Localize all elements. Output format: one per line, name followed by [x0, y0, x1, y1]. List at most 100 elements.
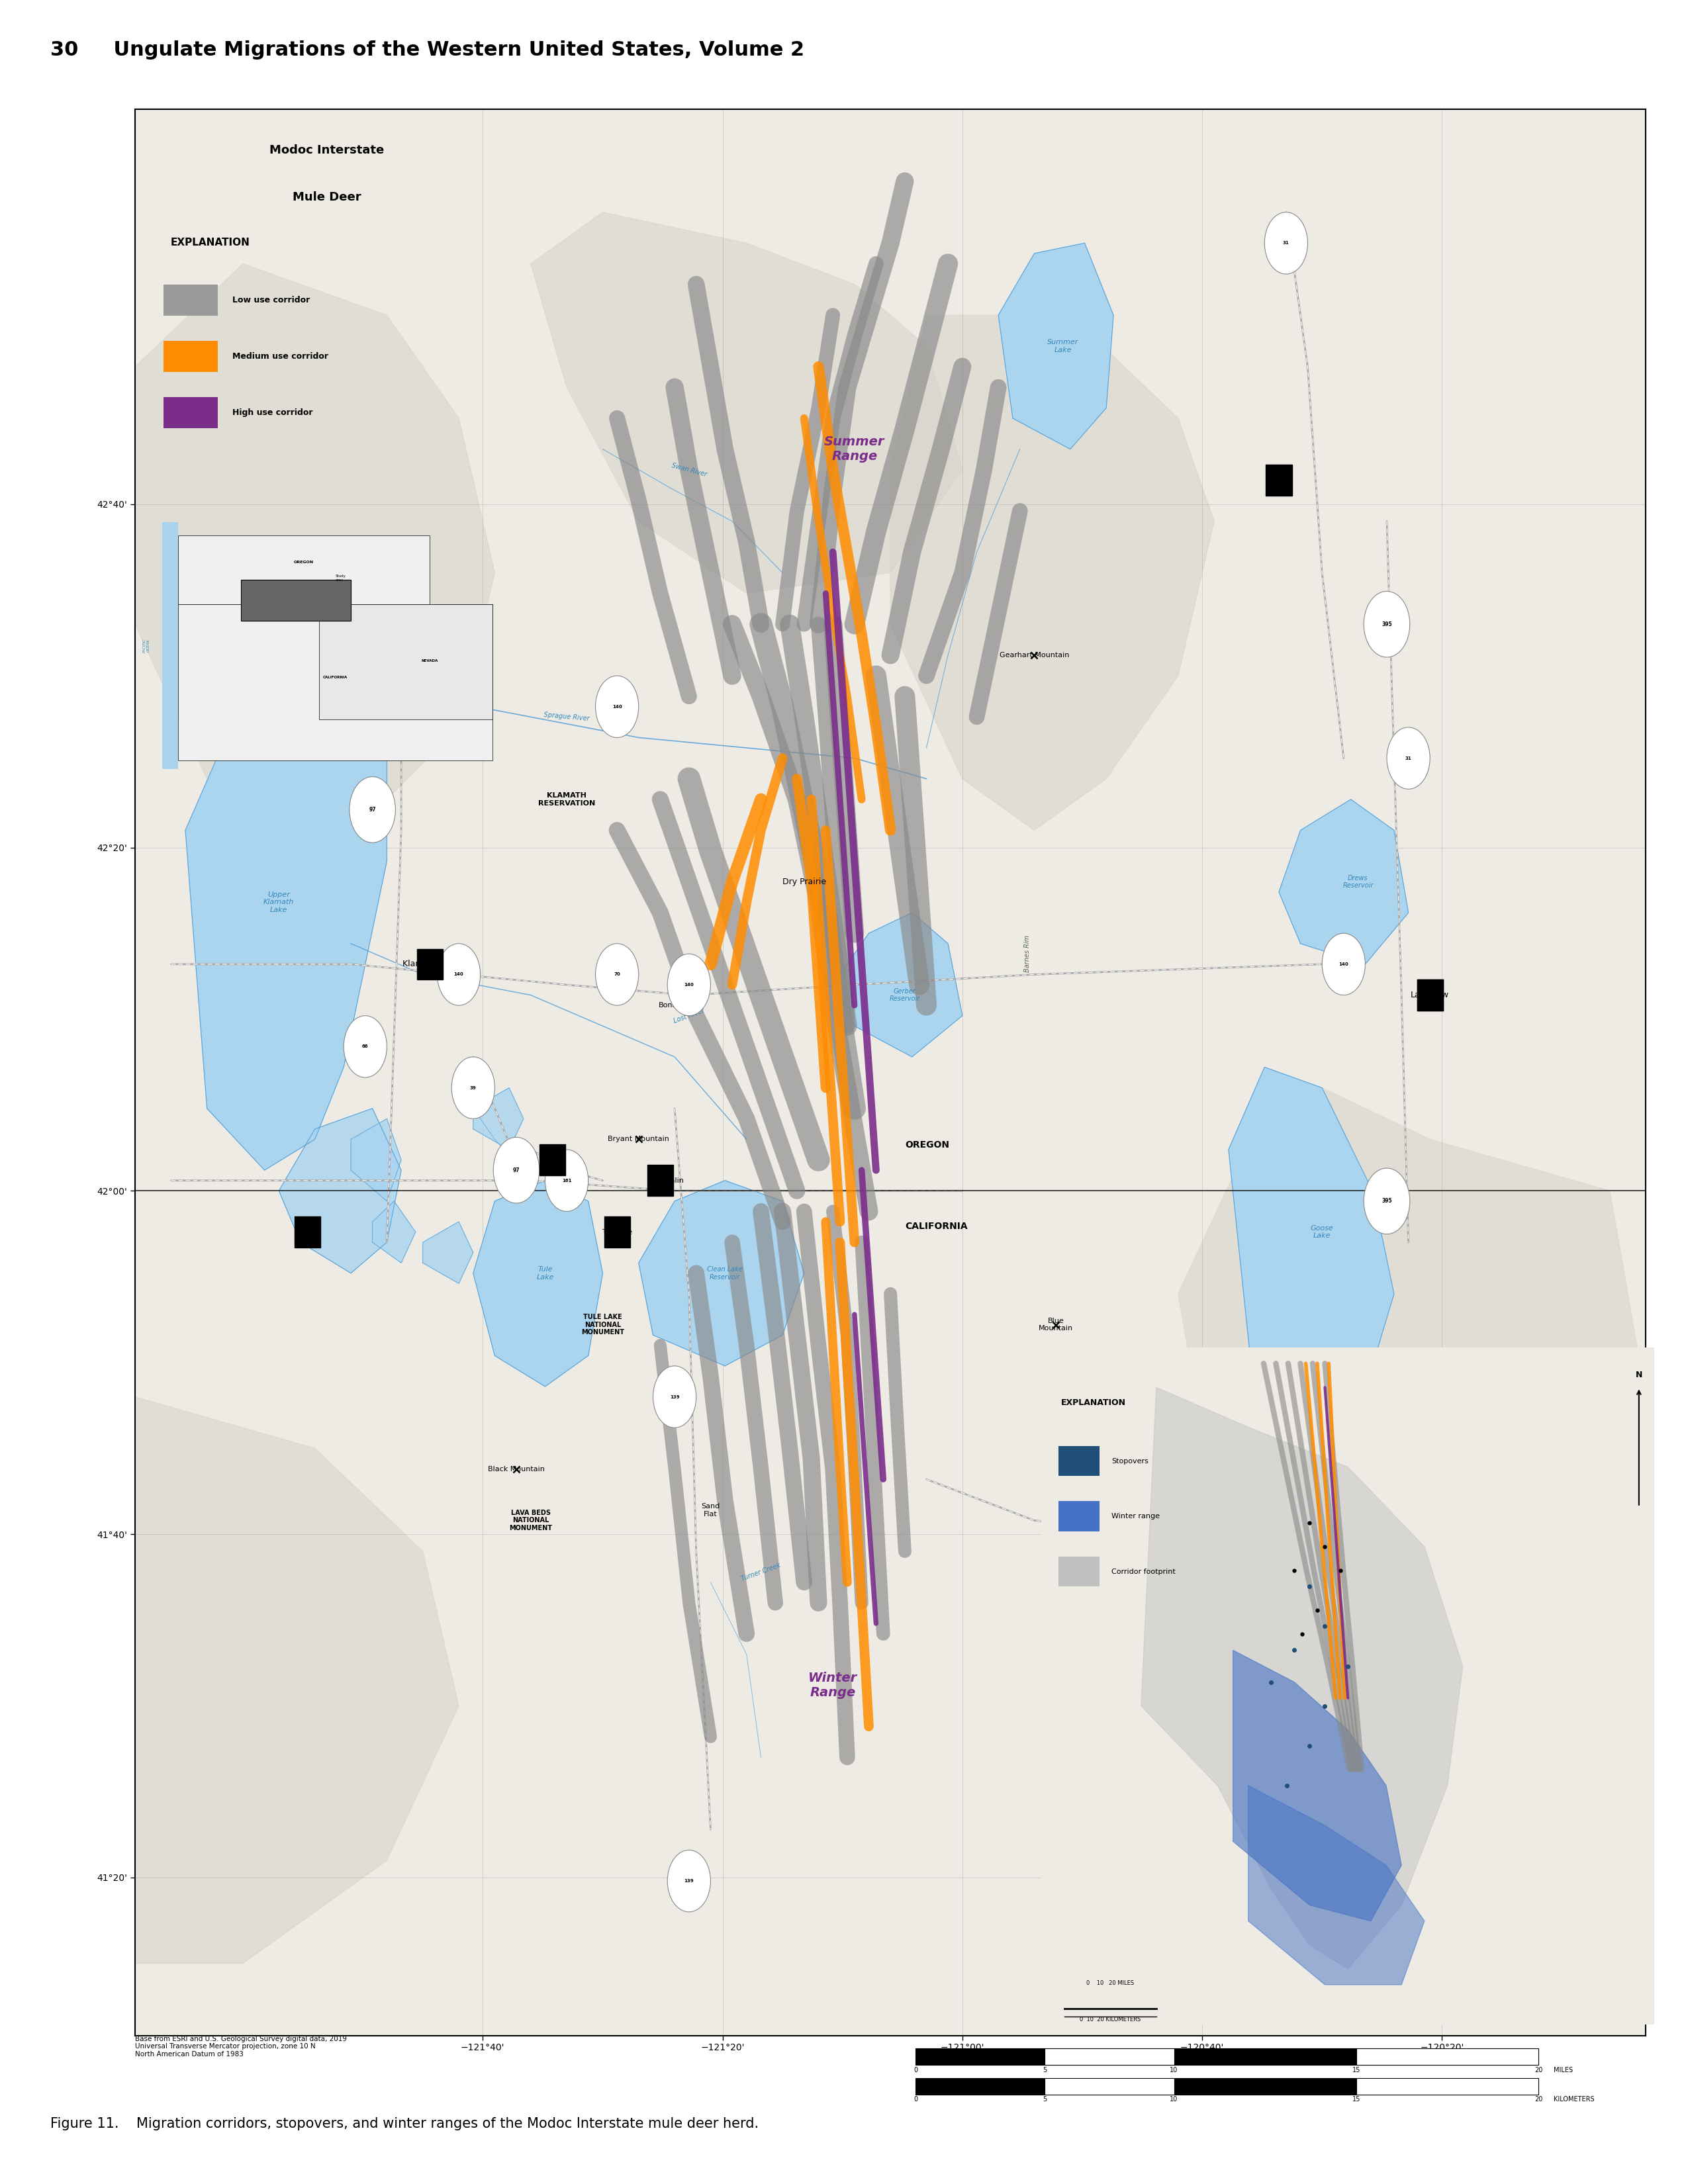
- Text: Dorris: Dorris: [295, 1227, 321, 1236]
- Text: XL RANCH
RANCHERIA: XL RANCH RANCHERIA: [1107, 1492, 1150, 1507]
- Text: Turner Creek: Turner Creek: [741, 1562, 782, 1581]
- Text: 0    10   20 MILES: 0 10 20 MILES: [1087, 1981, 1134, 1985]
- FancyBboxPatch shape: [164, 341, 218, 371]
- Text: OREGON: OREGON: [294, 561, 314, 563]
- Polygon shape: [998, 242, 1114, 450]
- Bar: [1045, 2079, 1175, 2094]
- Text: Modoc Interstate: Modoc Interstate: [270, 144, 383, 157]
- Polygon shape: [891, 314, 1214, 830]
- Bar: [1357, 2049, 1539, 2066]
- Polygon shape: [832, 913, 962, 1057]
- Text: MILES: MILES: [1553, 2066, 1573, 2073]
- Text: 20: 20: [1534, 2097, 1543, 2103]
- Bar: [295, 1216, 321, 1247]
- Bar: [915, 2049, 1045, 2066]
- Polygon shape: [279, 1109, 402, 1273]
- Text: EXPLANATION: EXPLANATION: [170, 238, 250, 247]
- Polygon shape: [1249, 1787, 1425, 1985]
- Polygon shape: [1232, 1651, 1401, 1922]
- Polygon shape: [530, 212, 962, 594]
- Text: 395: 395: [1382, 1199, 1393, 1203]
- Text: N: N: [1636, 1372, 1642, 1380]
- Text: Bonanza: Bonanza: [658, 1002, 690, 1009]
- Polygon shape: [1178, 1088, 1646, 1706]
- Circle shape: [596, 675, 638, 738]
- Text: 31: 31: [1283, 240, 1290, 245]
- Text: 0: 0: [913, 2097, 918, 2103]
- Text: Lakeview: Lakeview: [1411, 992, 1450, 1000]
- Text: CALIFORNIA: CALIFORNIA: [322, 675, 348, 679]
- Polygon shape: [473, 1182, 603, 1387]
- Bar: [241, 579, 351, 620]
- Text: Merrill: Merrill: [540, 1155, 565, 1164]
- Text: Sand
Flat: Sand Flat: [701, 1503, 719, 1518]
- Text: Klamath Falls: Klamath Falls: [402, 961, 457, 968]
- Text: 39: 39: [469, 1085, 476, 1090]
- Text: 140: 140: [454, 972, 464, 976]
- Text: Mule Deer: Mule Deer: [292, 190, 361, 203]
- Text: Upper
Klamath
Lake: Upper Klamath Lake: [263, 891, 294, 913]
- Circle shape: [667, 1850, 711, 1911]
- Text: Gerber
Reservoir: Gerber Reservoir: [890, 987, 920, 1002]
- Text: 139: 139: [670, 1396, 680, 1398]
- Text: Tulelake: Tulelake: [603, 1230, 631, 1236]
- Text: Summer
Lake: Summer Lake: [1047, 339, 1079, 354]
- Circle shape: [596, 943, 638, 1005]
- Text: Barnes Rim: Barnes Rim: [1025, 935, 1030, 972]
- Polygon shape: [135, 264, 495, 830]
- Text: 139: 139: [684, 1878, 694, 1883]
- Text: 0  10  20 KILOMETERS: 0 10 20 KILOMETERS: [1080, 2016, 1141, 2022]
- Polygon shape: [373, 1201, 415, 1262]
- Text: 15: 15: [1352, 2097, 1361, 2103]
- Text: OREGON: OREGON: [905, 1140, 949, 1149]
- Polygon shape: [1141, 1387, 1463, 1968]
- Text: High use corridor: High use corridor: [233, 408, 312, 417]
- Circle shape: [344, 1016, 387, 1077]
- Circle shape: [493, 1138, 540, 1203]
- Text: KILOMETERS: KILOMETERS: [1553, 2097, 1595, 2103]
- Polygon shape: [1280, 799, 1408, 963]
- Text: Drews
Reservoir: Drews Reservoir: [1342, 874, 1374, 889]
- Text: Dry Prairie: Dry Prairie: [782, 878, 825, 887]
- Polygon shape: [638, 1182, 803, 1365]
- Circle shape: [349, 778, 395, 843]
- Text: Base from ESRI and U.S. Geological Survey digital data, 2019
Universal Transvers: Base from ESRI and U.S. Geological Surve…: [135, 2035, 346, 2057]
- Text: LAVA BEDS
NATIONAL
MONUMENT: LAVA BEDS NATIONAL MONUMENT: [510, 1509, 552, 1531]
- Polygon shape: [422, 1221, 473, 1284]
- Polygon shape: [186, 655, 387, 1171]
- Polygon shape: [473, 1088, 523, 1149]
- Polygon shape: [1229, 1068, 1394, 1398]
- Circle shape: [1364, 592, 1409, 657]
- Text: Swan River: Swan River: [670, 461, 707, 478]
- Bar: [1416, 981, 1443, 1011]
- Text: Low use corridor: Low use corridor: [233, 295, 311, 304]
- Text: 31: 31: [1404, 756, 1411, 760]
- Text: 5: 5: [1043, 2066, 1047, 2073]
- Text: EXPLANATION: EXPLANATION: [1062, 1398, 1126, 1406]
- Circle shape: [452, 1057, 495, 1118]
- Circle shape: [667, 954, 711, 1016]
- Bar: [417, 948, 442, 981]
- Circle shape: [437, 943, 481, 1005]
- Text: Summer
Range: Summer Range: [824, 435, 885, 463]
- FancyBboxPatch shape: [1058, 1500, 1101, 1531]
- Bar: [1416, 981, 1443, 1011]
- Text: 140: 140: [1339, 963, 1349, 965]
- FancyBboxPatch shape: [1058, 1557, 1101, 1586]
- Circle shape: [1364, 1168, 1409, 1234]
- Polygon shape: [177, 535, 429, 605]
- Polygon shape: [135, 1398, 459, 1963]
- Text: Gearhart Mountain: Gearhart Mountain: [999, 651, 1069, 657]
- Bar: [1266, 465, 1291, 496]
- Circle shape: [1134, 1489, 1178, 1551]
- Text: Boles Creek: Boles Creek: [1109, 1389, 1148, 1404]
- Text: 15: 15: [1352, 2066, 1361, 2073]
- Text: Paisley: Paisley: [1264, 476, 1293, 485]
- Text: Stopovers: Stopovers: [1111, 1457, 1148, 1465]
- Text: Winter
Range: Winter Range: [809, 1671, 858, 1699]
- Text: 97: 97: [513, 1166, 520, 1173]
- Bar: [1175, 2079, 1357, 2094]
- Bar: [915, 2079, 1045, 2094]
- Text: Figure 11.    Migration corridors, stopovers, and winter ranges of the Modoc Int: Figure 11. Migration corridors, stopover…: [51, 2116, 760, 2129]
- Text: Medium use corridor: Medium use corridor: [233, 352, 327, 360]
